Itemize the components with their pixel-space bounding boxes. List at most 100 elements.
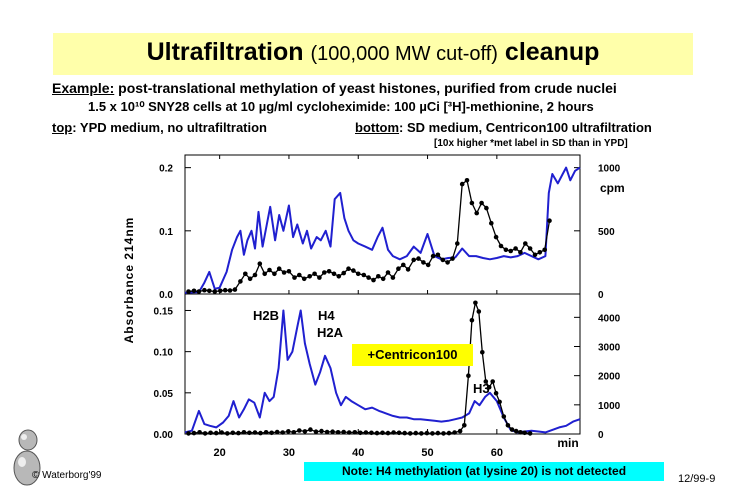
top-cpm-point — [355, 271, 361, 277]
bottom-cpm-point — [419, 431, 424, 436]
y-tick-label: 0.00 — [154, 430, 174, 441]
top-cpm-point — [191, 288, 197, 294]
top-cpm-point — [326, 269, 332, 274]
bottom-cpm-point — [486, 385, 492, 390]
bottom-cpm-point — [446, 430, 452, 436]
bottom-cpm-point — [191, 430, 197, 436]
bottom-cpm-point — [346, 430, 352, 435]
bottom-cpm-point — [202, 431, 208, 436]
title-banner — [53, 33, 693, 75]
top-cpm-point — [527, 246, 533, 251]
bottom-cpm-point — [497, 399, 502, 405]
bottom-cpm-point — [324, 429, 330, 435]
bottom-cpm-point — [501, 414, 507, 419]
top-cpm-point — [469, 200, 475, 206]
bottom-cpm-point — [430, 431, 435, 436]
top-cpm-point — [247, 276, 253, 282]
top-cpm-point — [542, 247, 547, 253]
top-cpm-point — [547, 218, 552, 223]
bottom-cpm-point — [493, 390, 499, 396]
y-tick-label: 0.15 — [154, 306, 174, 317]
bottom-cpm-point — [413, 430, 419, 436]
top-cpm-point — [267, 267, 272, 273]
top-cpm-point — [532, 252, 538, 258]
bottom-cpm-point — [363, 430, 369, 435]
example-line: Example: post-translational methylation … — [52, 80, 617, 96]
top-cpm-point — [440, 257, 446, 263]
top-cpm-point — [508, 248, 513, 254]
top-cpm-point — [218, 288, 223, 294]
peak-label-h2a: H2A — [317, 325, 344, 340]
bottom-cpm-line — [188, 302, 531, 435]
peak-label-h4: H4 — [318, 308, 335, 323]
bottom-cpm-point — [374, 430, 380, 436]
bottom-condition: bottom: SD medium, Centricon100 ultrafil… — [355, 120, 652, 135]
bottom-cpm-point — [236, 430, 241, 436]
top-cpm-point — [307, 274, 313, 279]
bottom-cpm-point — [197, 430, 202, 435]
y-tick-label: 0.1 — [159, 227, 173, 238]
y2-tick-label: 4000 — [598, 313, 621, 324]
bottom-cpm-point — [269, 430, 274, 436]
y-tick-label: 0.05 — [154, 389, 174, 400]
footer-note: Note: H4 methylation (at lysine 20) is n… — [304, 462, 664, 481]
bottom-cpm-point — [225, 431, 230, 436]
slide-code: 12/99-9 — [678, 473, 716, 485]
top-cpm-point — [523, 241, 528, 246]
x-tick-label: 40 — [352, 447, 364, 459]
bottom-text: : SD medium, Centricon100 ultrafiltratio… — [399, 120, 652, 135]
bottom-cpm-point — [330, 429, 335, 435]
bottom-cpm-point — [518, 430, 523, 435]
bottom-cpm-point — [513, 428, 519, 434]
bottom-cpm-point — [208, 430, 213, 436]
top-cpm-point — [341, 270, 347, 276]
bottom-cpm-point — [505, 423, 511, 428]
x-tick-label: 60 — [491, 447, 503, 459]
top-cpm-point — [489, 220, 494, 226]
top-cpm-point — [401, 262, 406, 268]
y2-tick-label: 2000 — [598, 372, 621, 383]
top-cpm-point — [186, 289, 191, 294]
top-cpm-point — [257, 261, 263, 267]
top-cpm-point — [425, 262, 431, 268]
chart-series — [184, 166, 581, 436]
bottom-cpm-point — [274, 429, 280, 435]
cells-text: 1.5 x 10¹⁰ SNY28 cells at 10 µg/ml cyclo… — [88, 99, 594, 114]
top-cpm-point — [301, 276, 307, 282]
top-cpm-point — [405, 267, 411, 272]
top-cpm-point — [390, 275, 396, 280]
bottom-cpm-point — [509, 427, 515, 432]
bottom-cpm-point — [452, 430, 457, 435]
top-cpm-point — [455, 241, 460, 246]
bottom-cpm-point — [291, 430, 297, 435]
bottom-cpm-point — [186, 431, 191, 436]
bottom-absorbance-line — [184, 309, 581, 434]
top-cpm-point — [385, 270, 391, 275]
top-condition: top: YPD medium, no ultrafiltration — [52, 120, 267, 135]
bottom-cpm-point — [280, 430, 286, 435]
bottom-cpm-point — [230, 430, 236, 436]
bottom-cpm-point — [396, 430, 402, 436]
y-tick-label: 0.2 — [159, 164, 173, 175]
bottom-cpm-point — [522, 430, 527, 436]
top-cpm-point — [435, 252, 441, 258]
top-cpm-point — [474, 210, 480, 216]
top-cpm-point — [416, 256, 421, 261]
top-cpm-point — [445, 260, 450, 265]
x-tick-label: 20 — [214, 447, 226, 459]
bottom-cpm-point — [441, 431, 446, 436]
bottom-cpm-point — [263, 430, 269, 435]
top-cpm-point — [317, 275, 322, 280]
top-cpm-point — [207, 288, 212, 294]
y2-tick-label: 1000 — [598, 401, 621, 412]
example-text: post-translational methylation of yeast … — [118, 80, 617, 96]
top-cpm-point — [493, 234, 499, 240]
top-cpm-point — [513, 246, 518, 251]
top-cpm-point — [272, 271, 277, 277]
bottom-cpm-point — [297, 428, 302, 433]
top-cpm-point — [331, 271, 337, 277]
top-cpm-point — [366, 275, 371, 280]
y2-tick-label: 500 — [598, 227, 615, 238]
top-cpm-point — [243, 271, 248, 277]
top-cpm-point — [380, 276, 386, 282]
